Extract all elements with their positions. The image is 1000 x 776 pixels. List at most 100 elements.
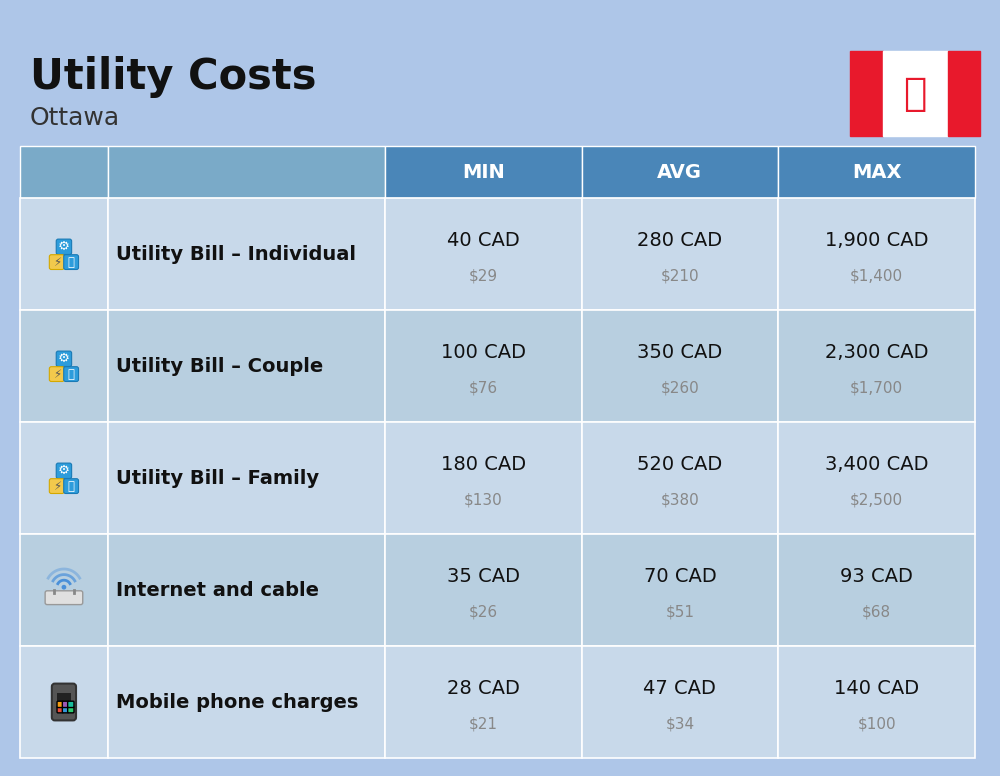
Text: $26: $26 (469, 605, 498, 620)
Text: ⚙: ⚙ (58, 241, 70, 253)
Text: Utility Bill – Couple: Utility Bill – Couple (116, 356, 323, 376)
Text: MIN: MIN (462, 162, 505, 182)
Bar (108, 310, 385, 422)
FancyBboxPatch shape (62, 702, 69, 708)
FancyBboxPatch shape (56, 463, 72, 479)
Text: $260: $260 (661, 381, 699, 396)
Bar (385, 310, 582, 422)
FancyBboxPatch shape (56, 239, 72, 255)
Text: ⚡: ⚡ (53, 480, 61, 493)
FancyBboxPatch shape (62, 706, 69, 713)
Text: 280 CAD: 280 CAD (637, 231, 722, 250)
Circle shape (62, 586, 66, 589)
FancyBboxPatch shape (56, 351, 72, 366)
Text: 💧: 💧 (68, 255, 75, 268)
Text: $210: $210 (661, 269, 699, 284)
Bar (778, 146, 975, 198)
Text: 💧: 💧 (68, 480, 75, 493)
Text: 180 CAD: 180 CAD (441, 455, 526, 474)
Text: ⚡: ⚡ (53, 255, 61, 268)
Bar (385, 146, 582, 198)
Text: AVG: AVG (657, 162, 702, 182)
Text: $100: $100 (857, 717, 896, 732)
Text: 40 CAD: 40 CAD (447, 231, 520, 250)
Text: $21: $21 (469, 717, 498, 732)
Text: ⚙: ⚙ (58, 464, 70, 477)
Bar (385, 422, 582, 534)
FancyBboxPatch shape (52, 684, 76, 720)
Text: $380: $380 (661, 493, 699, 508)
Bar (108, 146, 385, 198)
Text: $1,700: $1,700 (850, 381, 903, 396)
Bar (778, 198, 975, 310)
Text: 🍁: 🍁 (903, 74, 927, 113)
Bar (778, 534, 975, 646)
Bar (108, 422, 385, 534)
Text: 93 CAD: 93 CAD (840, 567, 913, 586)
Bar (582, 146, 778, 198)
Bar (778, 646, 975, 758)
FancyBboxPatch shape (57, 702, 63, 708)
Bar (20, 310, 108, 422)
Bar (108, 534, 385, 646)
Text: 2,300 CAD: 2,300 CAD (825, 343, 928, 362)
Bar (385, 534, 582, 646)
Bar (850, 51, 883, 136)
Bar (108, 198, 385, 310)
Text: $68: $68 (862, 605, 891, 620)
FancyBboxPatch shape (68, 706, 74, 713)
Text: 35 CAD: 35 CAD (447, 567, 520, 586)
Text: 💧: 💧 (68, 368, 75, 380)
Text: 47 CAD: 47 CAD (643, 679, 716, 698)
Text: $29: $29 (469, 269, 498, 284)
Text: MAX: MAX (852, 162, 901, 182)
Bar (883, 51, 948, 136)
Bar (20, 422, 108, 534)
Text: ⚙: ⚙ (58, 352, 70, 365)
Text: 140 CAD: 140 CAD (834, 679, 919, 698)
FancyBboxPatch shape (64, 479, 79, 494)
Bar (108, 646, 385, 758)
FancyBboxPatch shape (45, 591, 83, 605)
Text: $2,500: $2,500 (850, 493, 903, 508)
Bar (20, 198, 108, 310)
Text: 520 CAD: 520 CAD (637, 455, 723, 474)
Text: Ottawa: Ottawa (30, 106, 120, 130)
Text: 3,400 CAD: 3,400 CAD (825, 455, 928, 474)
Bar (582, 534, 778, 646)
Text: $34: $34 (665, 717, 694, 732)
Text: Mobile phone charges: Mobile phone charges (116, 692, 358, 712)
Bar (57, 693, 71, 713)
Text: $76: $76 (469, 381, 498, 396)
FancyBboxPatch shape (64, 367, 79, 382)
Text: 70 CAD: 70 CAD (644, 567, 716, 586)
Bar (948, 51, 980, 136)
Text: ⚡: ⚡ (53, 368, 61, 380)
Bar (385, 646, 582, 758)
FancyBboxPatch shape (57, 706, 63, 713)
Text: 28 CAD: 28 CAD (447, 679, 520, 698)
Bar (20, 646, 108, 758)
Bar (20, 534, 108, 646)
FancyBboxPatch shape (49, 479, 64, 494)
FancyBboxPatch shape (68, 702, 74, 708)
Bar (582, 646, 778, 758)
Bar (582, 310, 778, 422)
Bar (20, 146, 108, 198)
Text: 350 CAD: 350 CAD (637, 343, 723, 362)
Text: $51: $51 (665, 605, 694, 620)
Text: $130: $130 (464, 493, 503, 508)
FancyBboxPatch shape (49, 367, 64, 382)
Bar (582, 422, 778, 534)
Bar (385, 198, 582, 310)
FancyBboxPatch shape (49, 255, 64, 269)
Text: Utility Bill – Family: Utility Bill – Family (116, 469, 319, 487)
Text: Utility Bill – Individual: Utility Bill – Individual (116, 244, 356, 264)
Bar (582, 198, 778, 310)
Text: $1,400: $1,400 (850, 269, 903, 284)
Text: 100 CAD: 100 CAD (441, 343, 526, 362)
Text: Utility Costs: Utility Costs (30, 56, 316, 98)
Bar (778, 310, 975, 422)
Bar (778, 422, 975, 534)
Text: 1,900 CAD: 1,900 CAD (825, 231, 928, 250)
